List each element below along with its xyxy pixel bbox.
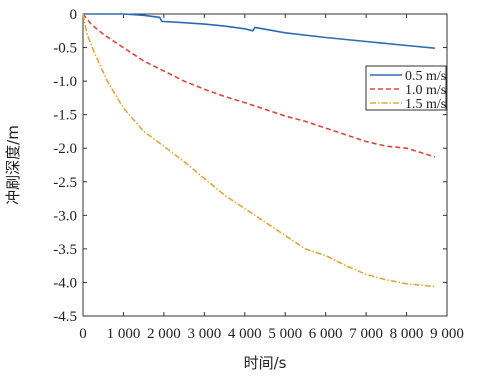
series-lines xyxy=(82,13,436,288)
series-line-1 xyxy=(83,13,435,49)
x-tick-label: 5 000 xyxy=(268,326,302,342)
y-tick-label: 0 xyxy=(70,7,78,23)
plot-area xyxy=(82,13,448,317)
series-line-3 xyxy=(82,13,435,288)
y-tick-label: -0.5 xyxy=(53,41,77,57)
legend-label: 0.5 m/s xyxy=(405,69,446,84)
x-tick-label: 7 000 xyxy=(349,326,383,342)
y-tick-label: -3.0 xyxy=(53,208,77,224)
axis-ticks xyxy=(82,13,448,317)
y-tick-label: -3.5 xyxy=(53,242,77,258)
x-tick-label: 3 000 xyxy=(187,326,221,342)
legend-label: 1.5 m/s xyxy=(405,97,446,112)
y-tick-label: -4.0 xyxy=(53,275,77,291)
y-tick-label: -4.5 xyxy=(53,309,77,325)
y-tick-label: -1.0 xyxy=(53,74,77,90)
x-tick-label: 2 000 xyxy=(147,326,181,342)
x-tick-labels: 0 1 000 2 000 3 000 4 000 5 000 6 000 7 000 8 00… xyxy=(79,326,464,342)
y-tick-labels: 0 -0.5 -1.0 -1.5 -2.0 -2.5 -3.0 -3.5 -4.0 -4.5 xyxy=(53,7,77,325)
legend: 0.5 m/s1.0 m/s1.5 m/s xyxy=(365,65,447,112)
y-tick-label: -2.0 xyxy=(53,141,77,157)
y-tick-label: -2.5 xyxy=(53,175,77,191)
x-tick-label: 1 000 xyxy=(107,326,141,342)
x-tick-label: 6 000 xyxy=(309,326,343,342)
legend-label: 1.0 m/s xyxy=(405,83,446,98)
x-axis-label: 时间/s xyxy=(244,354,287,372)
x-tick-label: 8 000 xyxy=(390,326,424,342)
y-axis-label: 冲刷深度/m xyxy=(4,125,22,205)
series-line-2 xyxy=(82,13,436,158)
y-tick-label: -1.5 xyxy=(53,108,77,124)
x-tick-label: 4 000 xyxy=(228,326,262,342)
x-tick-label: 0 xyxy=(79,326,87,342)
x-tick-label: 9 000 xyxy=(430,326,464,342)
